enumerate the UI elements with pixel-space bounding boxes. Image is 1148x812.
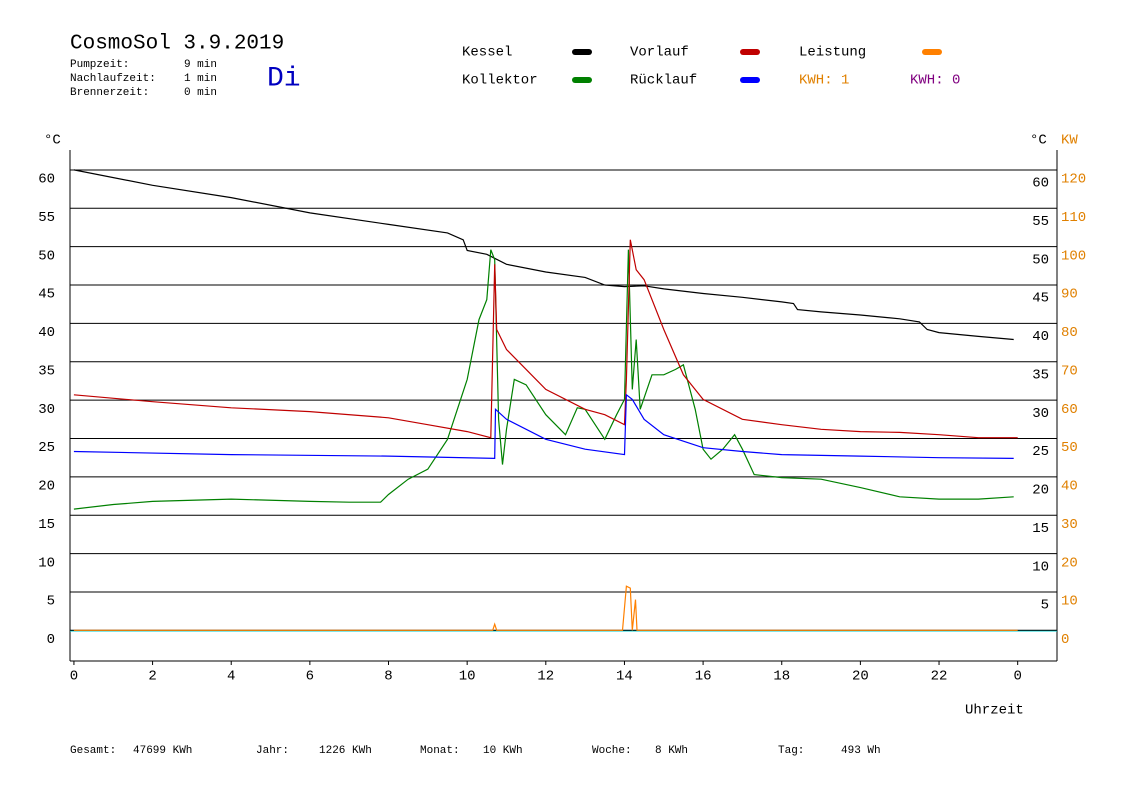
- y2-tick-label: 100: [1061, 248, 1086, 264]
- info-value: 9 min: [184, 59, 217, 71]
- total-value: 8 KWh: [655, 745, 688, 757]
- y-right-tick-label: 40: [1032, 329, 1049, 345]
- y-right-tick-label: 10: [1032, 559, 1049, 575]
- legend-label: Rücklauf: [630, 73, 697, 89]
- y-tick-label: 15: [38, 517, 55, 533]
- legend-marker: [572, 49, 592, 55]
- total-label: Jahr:: [256, 745, 289, 757]
- legend-marker: [740, 49, 760, 55]
- x-tick-label: 20: [852, 669, 869, 685]
- x-tick-label: 12: [537, 669, 554, 685]
- legend-marker: [572, 77, 592, 83]
- y-tick-label: 10: [38, 555, 55, 571]
- total-value: 1226 KWh: [319, 745, 372, 757]
- chart-title: CosmoSol 3.9.2019: [70, 33, 284, 56]
- series-line: [73, 249, 1014, 510]
- x-tick-label: 18: [773, 669, 790, 685]
- y2-tick-label: 0: [1061, 632, 1069, 648]
- y2-tick-label: 20: [1061, 555, 1078, 571]
- total-value: 47699 KWh: [133, 745, 192, 757]
- info-value: 0 min: [184, 87, 217, 99]
- kwh-label: KWH: 0: [910, 73, 960, 89]
- info-label: Nachlaufzeit:: [70, 73, 156, 85]
- x-tick-label: 16: [695, 669, 712, 685]
- y2-tick-label: 40: [1061, 479, 1078, 495]
- legend-label: Kessel: [462, 45, 512, 61]
- y2-tick-label: 50: [1061, 440, 1078, 456]
- y-right-tick-label: 50: [1032, 252, 1049, 268]
- y-right-tick-label: 20: [1032, 483, 1049, 499]
- x-tick-label: 4: [227, 669, 235, 685]
- y2-tick-label: 120: [1061, 172, 1086, 188]
- info-label: Pumpzeit:: [70, 59, 129, 71]
- y-tick-label: 45: [38, 287, 55, 303]
- total-value: 493 Wh: [841, 745, 881, 757]
- y2-tick-label: 80: [1061, 325, 1078, 341]
- y-tick-label: 55: [38, 210, 55, 226]
- total-label: Gesamt:: [70, 745, 116, 757]
- y-right-axis-label: °C: [1030, 133, 1047, 149]
- x-axis-label: Uhrzeit: [965, 703, 1024, 719]
- total-label: Tag:: [778, 745, 804, 757]
- y-tick-label: 25: [38, 440, 55, 456]
- y-tick-label: 30: [38, 402, 55, 418]
- y-tick-label: 5: [47, 594, 55, 610]
- total-label: Woche:: [592, 745, 632, 757]
- y-tick-label: 60: [38, 172, 55, 188]
- series-line: [73, 393, 1014, 460]
- x-tick-label: 2: [148, 669, 156, 685]
- legend-marker: [922, 49, 942, 55]
- y-right-tick-label: 15: [1032, 521, 1049, 537]
- x-tick-label: 6: [306, 669, 314, 685]
- legend-marker: [740, 77, 760, 83]
- total-value: 10 KWh: [483, 745, 523, 757]
- y-tick-label: 35: [38, 363, 55, 379]
- y-right-tick-label: 35: [1032, 367, 1049, 383]
- x-tick-label: 10: [459, 669, 476, 685]
- y-right-tick-label: 55: [1032, 214, 1049, 230]
- y-axis-label: °C: [44, 133, 61, 149]
- x-tick-label: 0: [70, 669, 78, 685]
- kwh-label: KWH: 1: [799, 73, 849, 89]
- y2-tick-label: 60: [1061, 402, 1078, 418]
- y-right-tick-label: 25: [1032, 444, 1049, 460]
- y-right-tick-label: 5: [1041, 598, 1049, 614]
- y-tick-label: 20: [38, 479, 55, 495]
- y2-tick-label: 30: [1061, 517, 1078, 533]
- series-line: [73, 239, 1018, 439]
- day-label: Di: [267, 63, 301, 94]
- x-tick-label: 14: [616, 669, 633, 685]
- y2-tick-label: 90: [1061, 287, 1078, 303]
- series-line: [73, 169, 1014, 341]
- y2-tick-label: 70: [1061, 363, 1078, 379]
- y-tick-label: 50: [38, 248, 55, 264]
- y2-tick-label: 110: [1061, 210, 1086, 226]
- info-value: 1 min: [184, 73, 217, 85]
- x-tick-label: 0: [1013, 669, 1021, 685]
- total-label: Monat:: [420, 745, 460, 757]
- y2-axis-label: KW: [1061, 133, 1078, 149]
- y-tick-label: 40: [38, 325, 55, 341]
- y-right-tick-label: 60: [1032, 176, 1049, 192]
- y-right-tick-label: 30: [1032, 406, 1049, 422]
- x-tick-label: 8: [384, 669, 392, 685]
- legend-label: Leistung: [799, 45, 866, 61]
- x-tick-label: 22: [931, 669, 948, 685]
- series-line: [73, 585, 1018, 631]
- info-label: Brennerzeit:: [70, 87, 149, 99]
- y-right-tick-label: 45: [1032, 291, 1049, 307]
- y2-tick-label: 10: [1061, 594, 1078, 610]
- legend-label: Kollektor: [462, 73, 538, 89]
- y-tick-label: 0: [47, 632, 55, 648]
- legend-label: Vorlauf: [630, 45, 689, 61]
